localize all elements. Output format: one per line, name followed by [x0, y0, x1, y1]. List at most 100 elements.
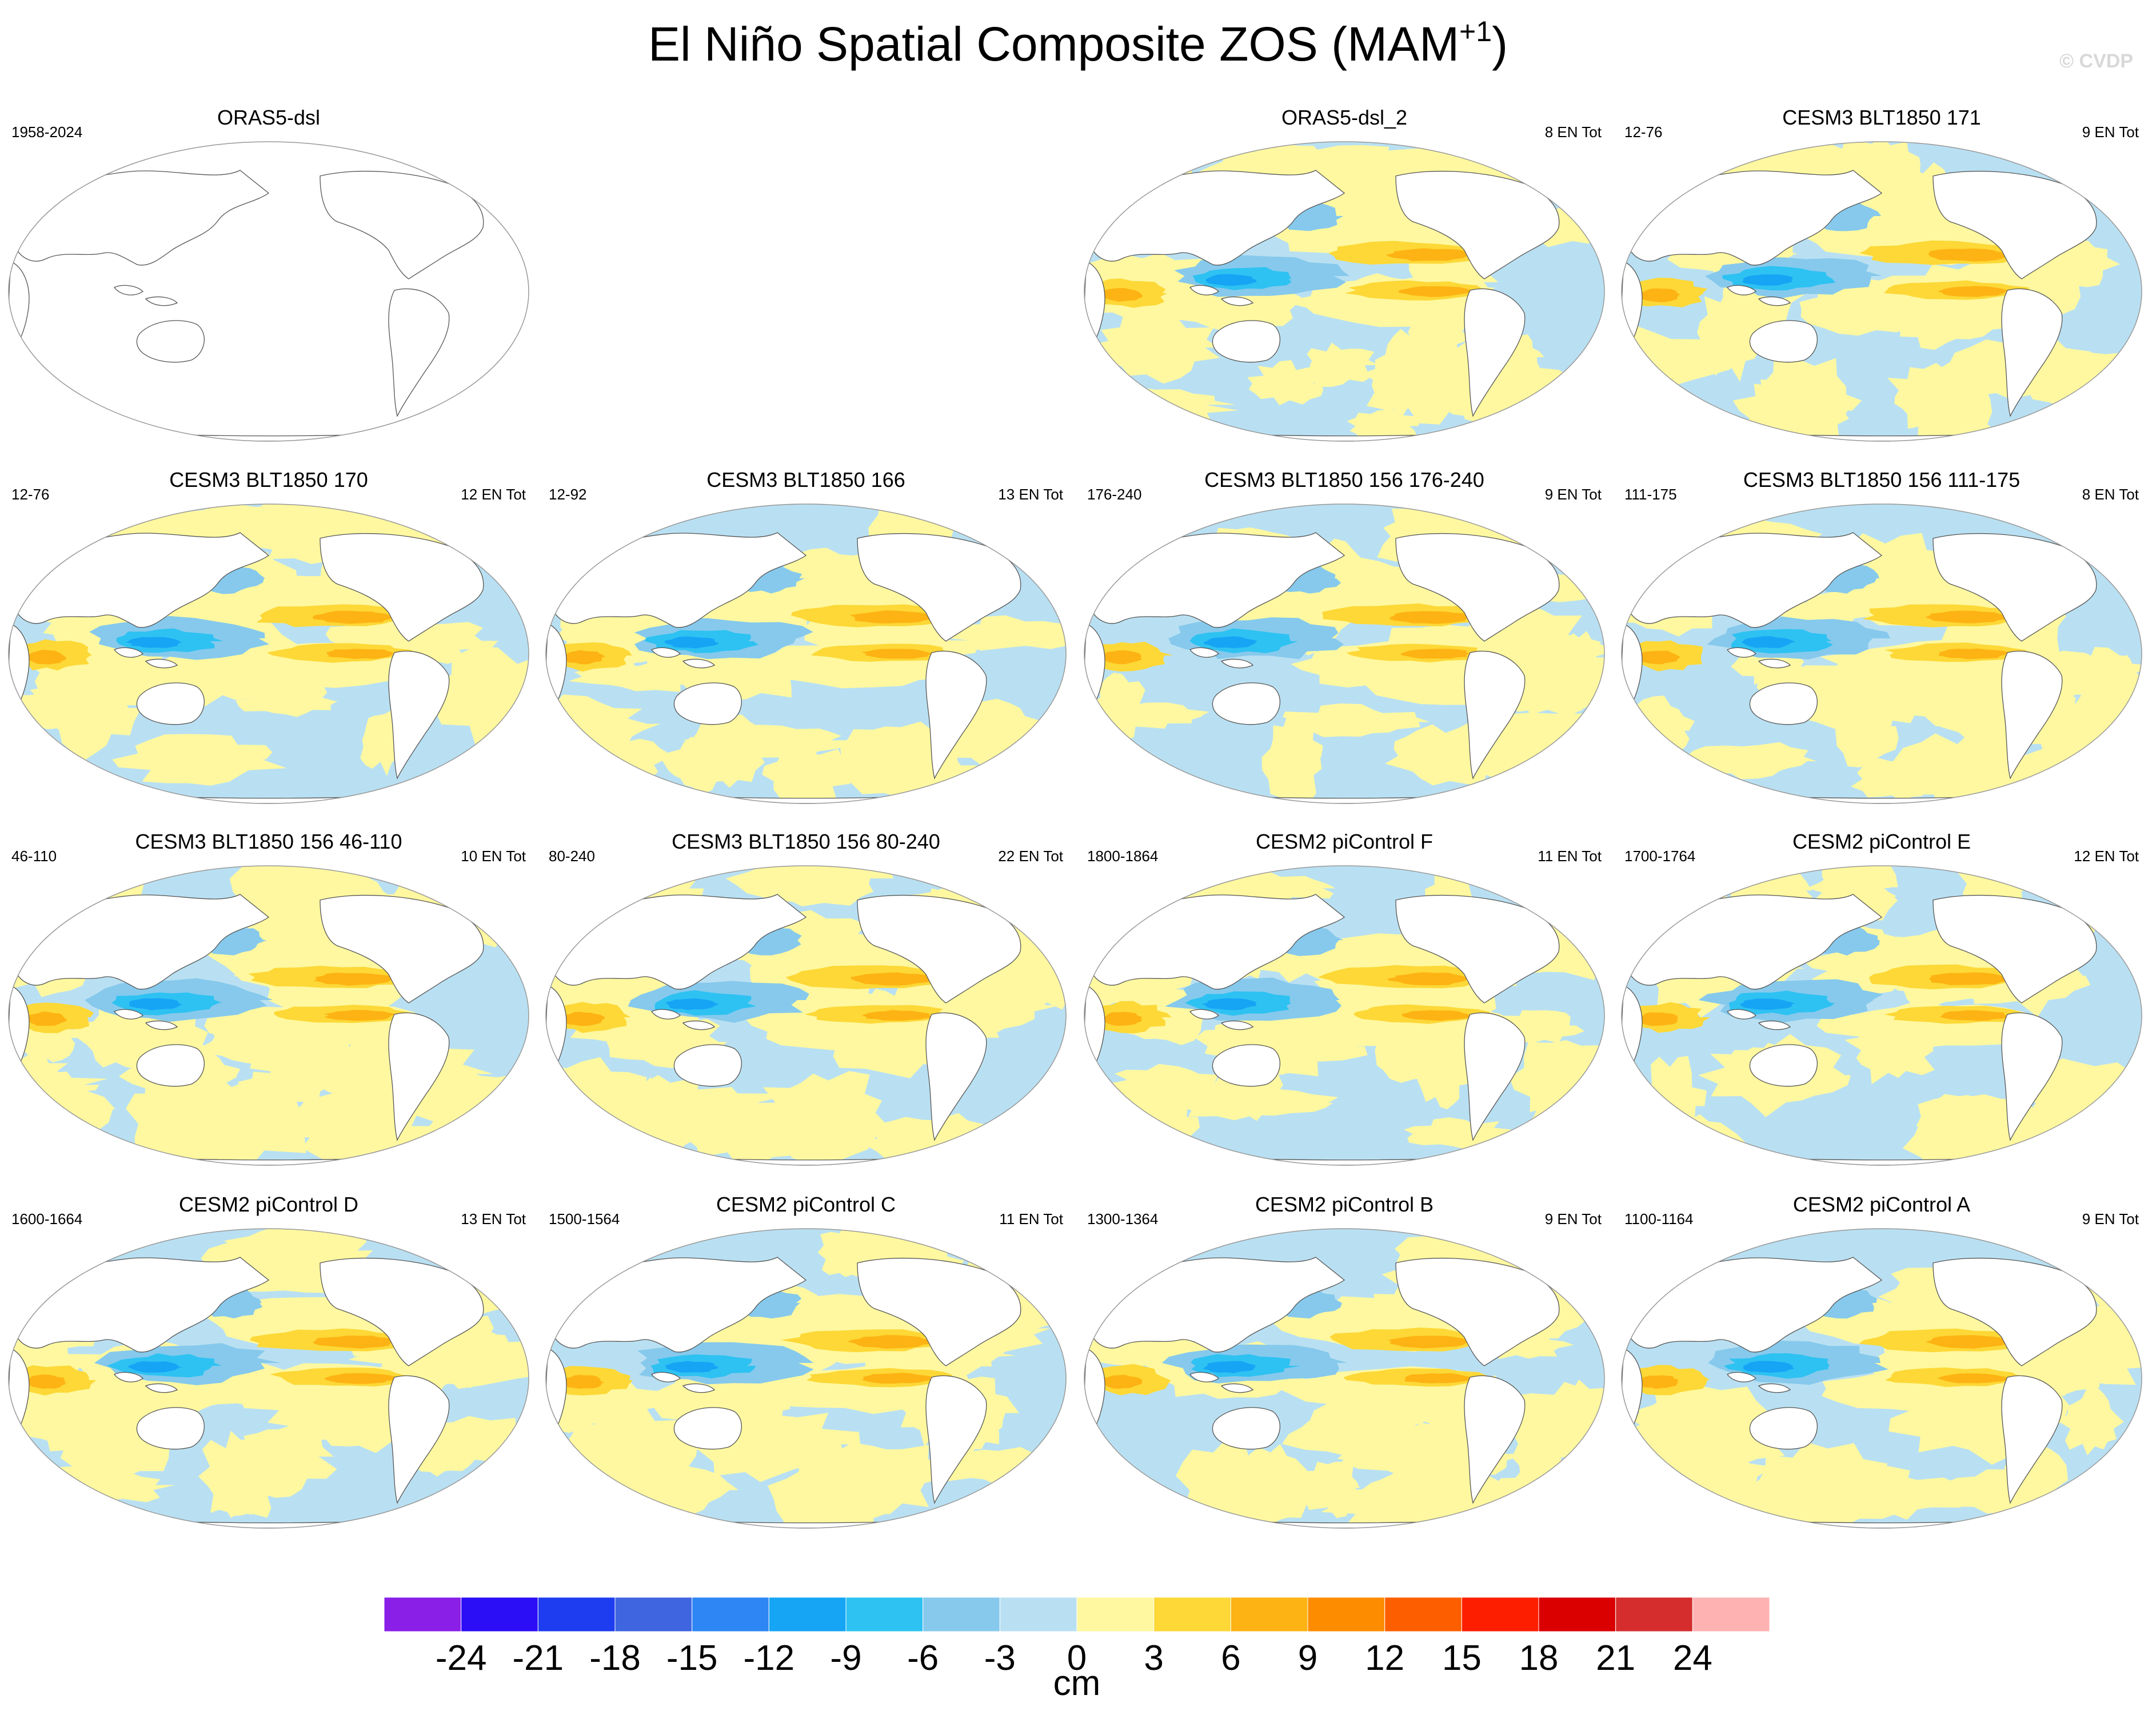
anomaly-region [610, 1075, 713, 1140]
land-mass [388, 288, 450, 417]
land-mass [1726, 647, 1757, 658]
panel-title: CESM3 BLT1850 170 [169, 468, 368, 491]
anomaly-region [861, 649, 935, 659]
anomaly-region [1937, 1373, 2009, 1384]
colorbar-swatch [1461, 1597, 1539, 1632]
land-mass [388, 1375, 450, 1504]
anomaly-region [1778, 595, 1884, 625]
globe-map [545, 1228, 1067, 1529]
anomaly-region [1925, 610, 2011, 623]
map-outline [1621, 1228, 2142, 1529]
land-mass [320, 1257, 484, 1366]
panel-title: CESM2 piControl E [1792, 830, 1971, 853]
colorbar-swatch [845, 1597, 924, 1632]
anomaly-region [1402, 1010, 1472, 1021]
anomaly-region [313, 1335, 397, 1349]
map-panel: CESM2 piControl A 1100-1164 9 EN Tot [1613, 1189, 2150, 1532]
land-mass [1189, 647, 1220, 658]
land-mass [1220, 1383, 1254, 1393]
land-mass [9, 261, 30, 354]
map-outline [1084, 503, 1605, 804]
land-mass [1464, 1012, 1526, 1141]
land-mass [113, 285, 144, 295]
panel-years: 1600-1664 [11, 1210, 83, 1228]
anomaly-region [1100, 288, 1143, 302]
land-mass [17, 532, 270, 628]
anomaly-region [1740, 998, 1795, 1010]
map-outline [8, 141, 529, 442]
land-mass [1092, 1257, 1345, 1353]
anomaly-region [861, 1010, 933, 1021]
anomaly-region [312, 610, 398, 624]
anomaly-region [1929, 248, 2010, 262]
map-panel: CESM3 BLT1850 156 46-110 46-110 10 EN To… [0, 826, 537, 1169]
land-mass [1212, 1407, 1280, 1450]
map-outline [8, 1228, 529, 1529]
globe-map [8, 503, 529, 804]
globe-map [1621, 141, 2142, 442]
land-mass [1758, 658, 1791, 669]
land-mass [1212, 320, 1280, 363]
panel-title: CESM2 piControl C [716, 1193, 896, 1216]
colorbar-tick-label: -21 [512, 1638, 564, 1678]
land-mass [673, 682, 742, 725]
anomaly-region [1684, 1446, 1754, 1485]
panel-years: 1800-1864 [1087, 847, 1159, 865]
anomaly-region [1730, 1442, 1897, 1528]
land-mass [1395, 533, 1560, 642]
anomaly-region [360, 709, 412, 776]
anomaly-region [235, 685, 338, 717]
land-mass [1630, 894, 1883, 990]
colorbar-tick-label: 0 [1067, 1638, 1087, 1678]
land-mass [554, 1257, 807, 1353]
anomaly-region [1916, 1095, 2026, 1165]
map-panel: CESM3 BLT1850 166 12-92 13 EN Tot [537, 464, 1075, 807]
map-panel: CESM3 BLT1850 156 111-175 111-175 8 EN T… [1613, 464, 2150, 807]
panel-years: 111-175 [1624, 486, 1677, 503]
land-mass [1726, 285, 1757, 295]
land-mass [1933, 170, 2097, 279]
panel-count: 9 EN Tot [1544, 486, 1602, 503]
map-panel: ORAS5-dsl_2 8 EN Tot [1076, 102, 1613, 445]
land-mass [1630, 1257, 1883, 1353]
land-mass [1630, 532, 1883, 628]
colorbar-swatch [614, 1597, 693, 1632]
panel-count: 9 EN Tot [1544, 1210, 1602, 1228]
globe-map [8, 865, 529, 1166]
map-outline [545, 865, 1067, 1166]
anomaly-region [127, 1361, 183, 1373]
colorbar-tick-label: 24 [1672, 1638, 1712, 1678]
colorbar-tick-label: -24 [435, 1638, 487, 1678]
panel-years: 176-240 [1087, 486, 1142, 503]
colorbar-swatch [537, 1597, 616, 1632]
anomaly-region [1299, 1461, 1362, 1518]
colorbar [384, 1597, 1770, 1632]
panel-years: 1100-1164 [1624, 1210, 1694, 1228]
panel-title: CESM2 piControl B [1255, 1193, 1434, 1216]
anomaly-region [1639, 650, 1681, 665]
land-mass [673, 1044, 742, 1087]
land-mass [1933, 1257, 2097, 1366]
anomaly-region [1938, 286, 2007, 297]
colorbar-swatch [1076, 1597, 1155, 1632]
colorbar-units: cm [1053, 1664, 1101, 1703]
copyright-watermark: © CVDP [2059, 50, 2133, 72]
land-mass [1726, 1372, 1757, 1382]
panel-count: 13 EN Tot [461, 1210, 526, 1228]
colorbar-swatch [1692, 1597, 1770, 1632]
panel-title: ORAS5-dsl_2 [1281, 106, 1408, 129]
colorbar-swatch [461, 1597, 538, 1632]
anomaly-region [126, 637, 183, 648]
land-mass [113, 647, 144, 658]
land-mass [682, 658, 716, 669]
panel-years: 1700-1764 [1624, 847, 1696, 865]
land-mass [320, 533, 484, 642]
anomaly-region [1101, 1374, 1143, 1389]
anomaly-region [112, 734, 287, 786]
land-mass [925, 1012, 987, 1141]
land-mass [1630, 170, 1883, 266]
map-panel: ORAS5-dsl 1958-2024 [0, 102, 537, 445]
land-mass [136, 320, 205, 363]
land-mass [857, 533, 1021, 642]
map-panel: CESM2 piControl F 1800-1864 11 EN Tot [1076, 826, 1613, 1169]
